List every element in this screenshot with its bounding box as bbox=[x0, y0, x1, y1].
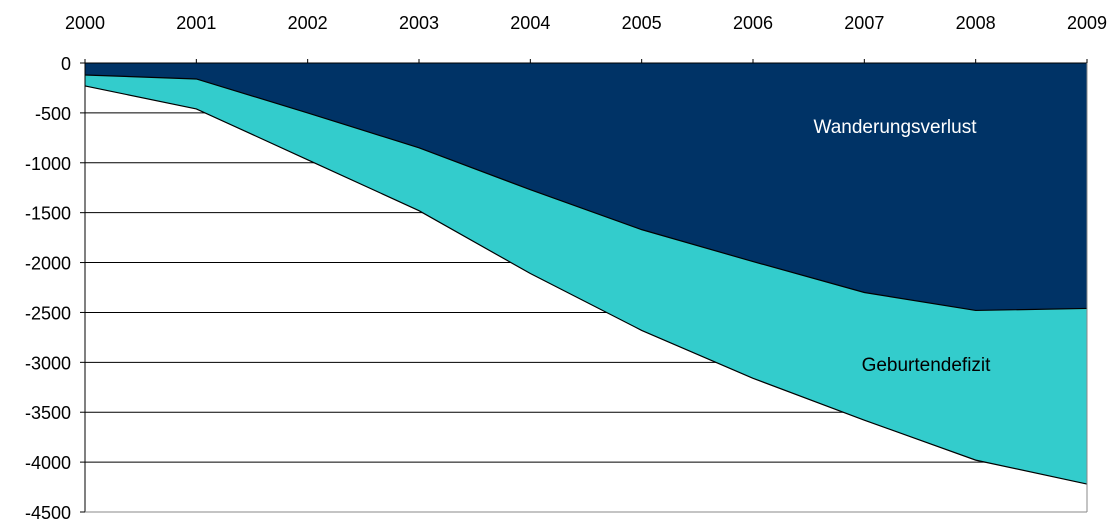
y-tick-label--2500: -2500 bbox=[25, 303, 71, 323]
y-tick-label--500: -500 bbox=[35, 104, 71, 124]
y-tick-label--3500: -3500 bbox=[25, 403, 71, 423]
x-tick-label-2006: 2006 bbox=[733, 13, 773, 33]
area-outlines bbox=[84, 74, 1088, 485]
x-tick-label-2000: 2000 bbox=[65, 13, 105, 33]
annotation-geburtendefizit: Geburtendefizit bbox=[862, 355, 992, 376]
y-tick-label--2000: -2000 bbox=[25, 254, 71, 274]
x-tick-label-2002: 2002 bbox=[288, 13, 328, 33]
x-tick-label-2004: 2004 bbox=[510, 13, 550, 33]
y-tick-label-0: 0 bbox=[61, 54, 71, 74]
y-tick-label--4500: -4500 bbox=[25, 503, 71, 519]
x-tick-label-2009: 2009 bbox=[1067, 13, 1107, 33]
y-tick-label--4000: -4000 bbox=[25, 453, 71, 473]
area-wanderungsverlust bbox=[85, 63, 1087, 311]
line-geburtendefizit bbox=[84, 85, 1088, 485]
area-series bbox=[85, 63, 1087, 485]
x-tick-label-2003: 2003 bbox=[399, 13, 439, 33]
x-tick-label-2007: 2007 bbox=[844, 13, 884, 33]
y-tick-label--1000: -1000 bbox=[25, 154, 71, 174]
y-tick-label--1500: -1500 bbox=[25, 204, 71, 224]
x-tick-label-2008: 2008 bbox=[956, 13, 996, 33]
annotation-wanderungsverlust: Wanderungsverlust bbox=[814, 117, 978, 138]
x-tick-label-2001: 2001 bbox=[176, 13, 216, 33]
x-tick-label-2005: 2005 bbox=[622, 13, 662, 33]
area-geburtendefizit bbox=[85, 74, 1087, 485]
axes bbox=[80, 59, 1088, 513]
y-tick-label--3000: -3000 bbox=[25, 353, 71, 373]
tick-labels: 0 -500 -1000 -1500 -2000 -2500 -3000 -3500 -4000… bbox=[25, 13, 1107, 519]
line-wanderungsverlust bbox=[84, 74, 1088, 312]
